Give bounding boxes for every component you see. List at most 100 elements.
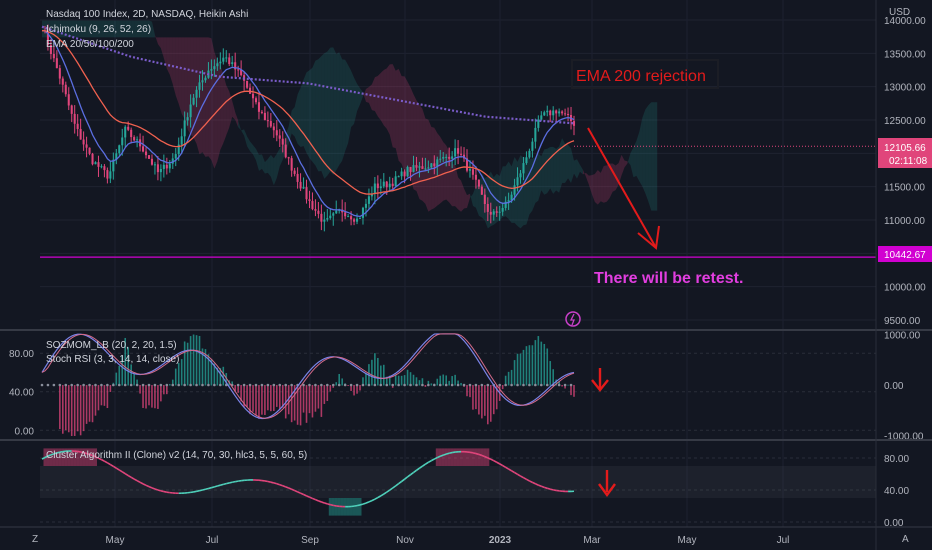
heikin-ashi-candle[interactable] — [150, 158, 154, 165]
heikin-ashi-candle[interactable] — [73, 113, 76, 124]
heikin-ashi-candle[interactable] — [106, 170, 109, 179]
heikin-ashi-candle[interactable] — [287, 157, 290, 159]
heikin-ashi-candle[interactable] — [91, 153, 94, 165]
auto-scale-button[interactable]: A — [902, 534, 909, 545]
heikin-ashi-candle[interactable] — [439, 158, 442, 160]
heikin-ashi-candle[interactable] — [397, 176, 400, 178]
heikin-ashi-candle[interactable] — [186, 117, 189, 121]
heikin-ashi-candle[interactable] — [299, 181, 302, 189]
heikin-ashi-candle[interactable] — [118, 145, 121, 154]
heikin-ashi-candle[interactable] — [204, 77, 207, 81]
symbol-title[interactable]: Nasdaq 100 Index, 2D, NASDAQ, Heikin Ash… — [46, 9, 248, 20]
heikin-ashi-candle[interactable] — [540, 115, 543, 120]
heikin-ashi-candle[interactable] — [516, 177, 519, 186]
heikin-ashi-candle[interactable] — [231, 62, 234, 65]
heikin-ashi-candle[interactable] — [326, 218, 329, 220]
heikin-ashi-candle[interactable] — [278, 135, 281, 139]
heikin-ashi-candle[interactable] — [162, 164, 165, 169]
heikin-ashi-candle[interactable] — [159, 168, 162, 173]
heikin-ashi-candle[interactable] — [124, 126, 127, 138]
heikin-ashi-candle[interactable] — [147, 155, 151, 159]
heikin-ashi-candle[interactable] — [498, 211, 501, 213]
heikin-ashi-candle[interactable] — [335, 210, 338, 214]
heikin-ashi-candle[interactable] — [130, 129, 133, 138]
heikin-ashi-candle[interactable] — [240, 69, 243, 76]
heikin-ashi-candle[interactable] — [136, 139, 139, 141]
heikin-ashi-candle[interactable] — [52, 54, 55, 59]
heikin-ashi-candle[interactable] — [302, 187, 305, 189]
heikin-ashi-candle[interactable] — [457, 148, 460, 154]
heikin-ashi-candle[interactable] — [275, 130, 278, 136]
heikin-ashi-candle[interactable] — [436, 159, 439, 167]
heikin-ashi-candle[interactable] — [483, 194, 486, 204]
heikin-ashi-candle[interactable] — [171, 158, 174, 164]
heikin-ashi-candle[interactable] — [61, 78, 64, 85]
heikin-ashi-candle[interactable] — [451, 156, 454, 159]
heikin-ashi-candle[interactable] — [320, 213, 323, 222]
heikin-ashi-candle[interactable] — [474, 174, 477, 180]
heikin-ashi-candle[interactable] — [492, 211, 495, 215]
heikin-ashi-candle[interactable] — [519, 173, 522, 178]
heikin-ashi-candle[interactable] — [471, 169, 474, 175]
heikin-ashi-candle[interactable] — [561, 111, 564, 114]
heikin-ashi-candle[interactable] — [442, 156, 445, 159]
heikin-ashi-candle[interactable] — [263, 112, 266, 121]
heikin-ashi-candle[interactable] — [406, 166, 409, 177]
heikin-ashi-candle[interactable] — [403, 171, 406, 177]
heikin-ashi-candle[interactable] — [257, 102, 260, 112]
heikin-ashi-candle[interactable] — [546, 110, 549, 113]
heikin-ashi-candle[interactable] — [82, 139, 85, 145]
heikin-ashi-candle[interactable] — [427, 167, 430, 169]
heikin-ashi-candle[interactable] — [376, 183, 379, 189]
heikin-ashi-candle[interactable] — [323, 219, 326, 222]
heikin-ashi-candle[interactable] — [210, 69, 213, 71]
heikin-ashi-candle[interactable] — [350, 216, 353, 220]
heikin-ashi-candle[interactable] — [284, 144, 287, 158]
heikin-ashi-candle[interactable] — [412, 165, 415, 172]
heikin-ashi-candle[interactable] — [251, 93, 255, 99]
heikin-ashi-candle[interactable] — [272, 126, 275, 131]
auto-scale-left-button[interactable]: Z — [32, 534, 38, 545]
heikin-ashi-candle[interactable] — [67, 94, 70, 106]
heikin-ashi-candle[interactable] — [364, 203, 367, 208]
heikin-ashi-candle[interactable] — [144, 151, 148, 156]
heikin-ashi-candle[interactable] — [522, 163, 525, 174]
heikin-ashi-candle[interactable] — [49, 45, 52, 55]
heikin-ashi-candle[interactable] — [433, 163, 436, 167]
heikin-ashi-candle[interactable] — [246, 80, 249, 88]
heikin-ashi-candle[interactable] — [370, 193, 373, 197]
heikin-ashi-candle[interactable] — [216, 63, 219, 67]
heikin-ashi-candle[interactable] — [153, 164, 156, 166]
cluster-algorithm-legend[interactable]: Cluster Algorithm II (Clone) v2 (14, 70,… — [46, 450, 307, 461]
heikin-ashi-candle[interactable] — [329, 215, 332, 219]
heikin-ashi-candle[interactable] — [353, 219, 356, 222]
heikin-ashi-candle[interactable] — [489, 211, 492, 215]
heikin-ashi-candle[interactable] — [314, 209, 317, 211]
heikin-ashi-candle[interactable] — [237, 69, 240, 71]
heikin-ashi-candle[interactable] — [448, 156, 451, 159]
heikin-ashi-candle[interactable] — [388, 183, 391, 188]
heikin-ashi-candle[interactable] — [177, 144, 180, 155]
heikin-ashi-candle[interactable] — [430, 163, 433, 168]
heikin-ashi-candle[interactable] — [361, 207, 365, 218]
heikin-ashi-candle[interactable] — [293, 170, 296, 174]
heikin-ashi-candle[interactable] — [373, 183, 376, 194]
ichimoku-legend[interactable]: Ichimoku (9, 26, 52, 26) — [46, 24, 151, 35]
heikin-ashi-candle[interactable] — [347, 216, 350, 218]
heikin-ashi-candle[interactable] — [555, 110, 558, 114]
heikin-ashi-candle[interactable] — [115, 153, 118, 160]
heikin-ashi-candle[interactable] — [142, 146, 145, 152]
heikin-ashi-candle[interactable] — [460, 153, 463, 155]
heikin-ashi-candle[interactable] — [454, 148, 457, 157]
heikin-ashi-candle[interactable] — [46, 31, 49, 46]
heikin-ashi-candle[interactable] — [358, 217, 362, 219]
heikin-ashi-candle[interactable] — [290, 158, 293, 171]
heikin-ashi-candle[interactable] — [344, 212, 347, 217]
heikin-ashi-candle[interactable] — [308, 199, 311, 202]
heikin-ashi-candle[interactable] — [385, 181, 388, 188]
heikin-ashi-candle[interactable] — [192, 97, 195, 105]
heikin-ashi-candle[interactable] — [486, 203, 489, 212]
heikin-ashi-candle[interactable] — [156, 164, 159, 173]
heikin-ashi-candle[interactable] — [537, 119, 540, 128]
